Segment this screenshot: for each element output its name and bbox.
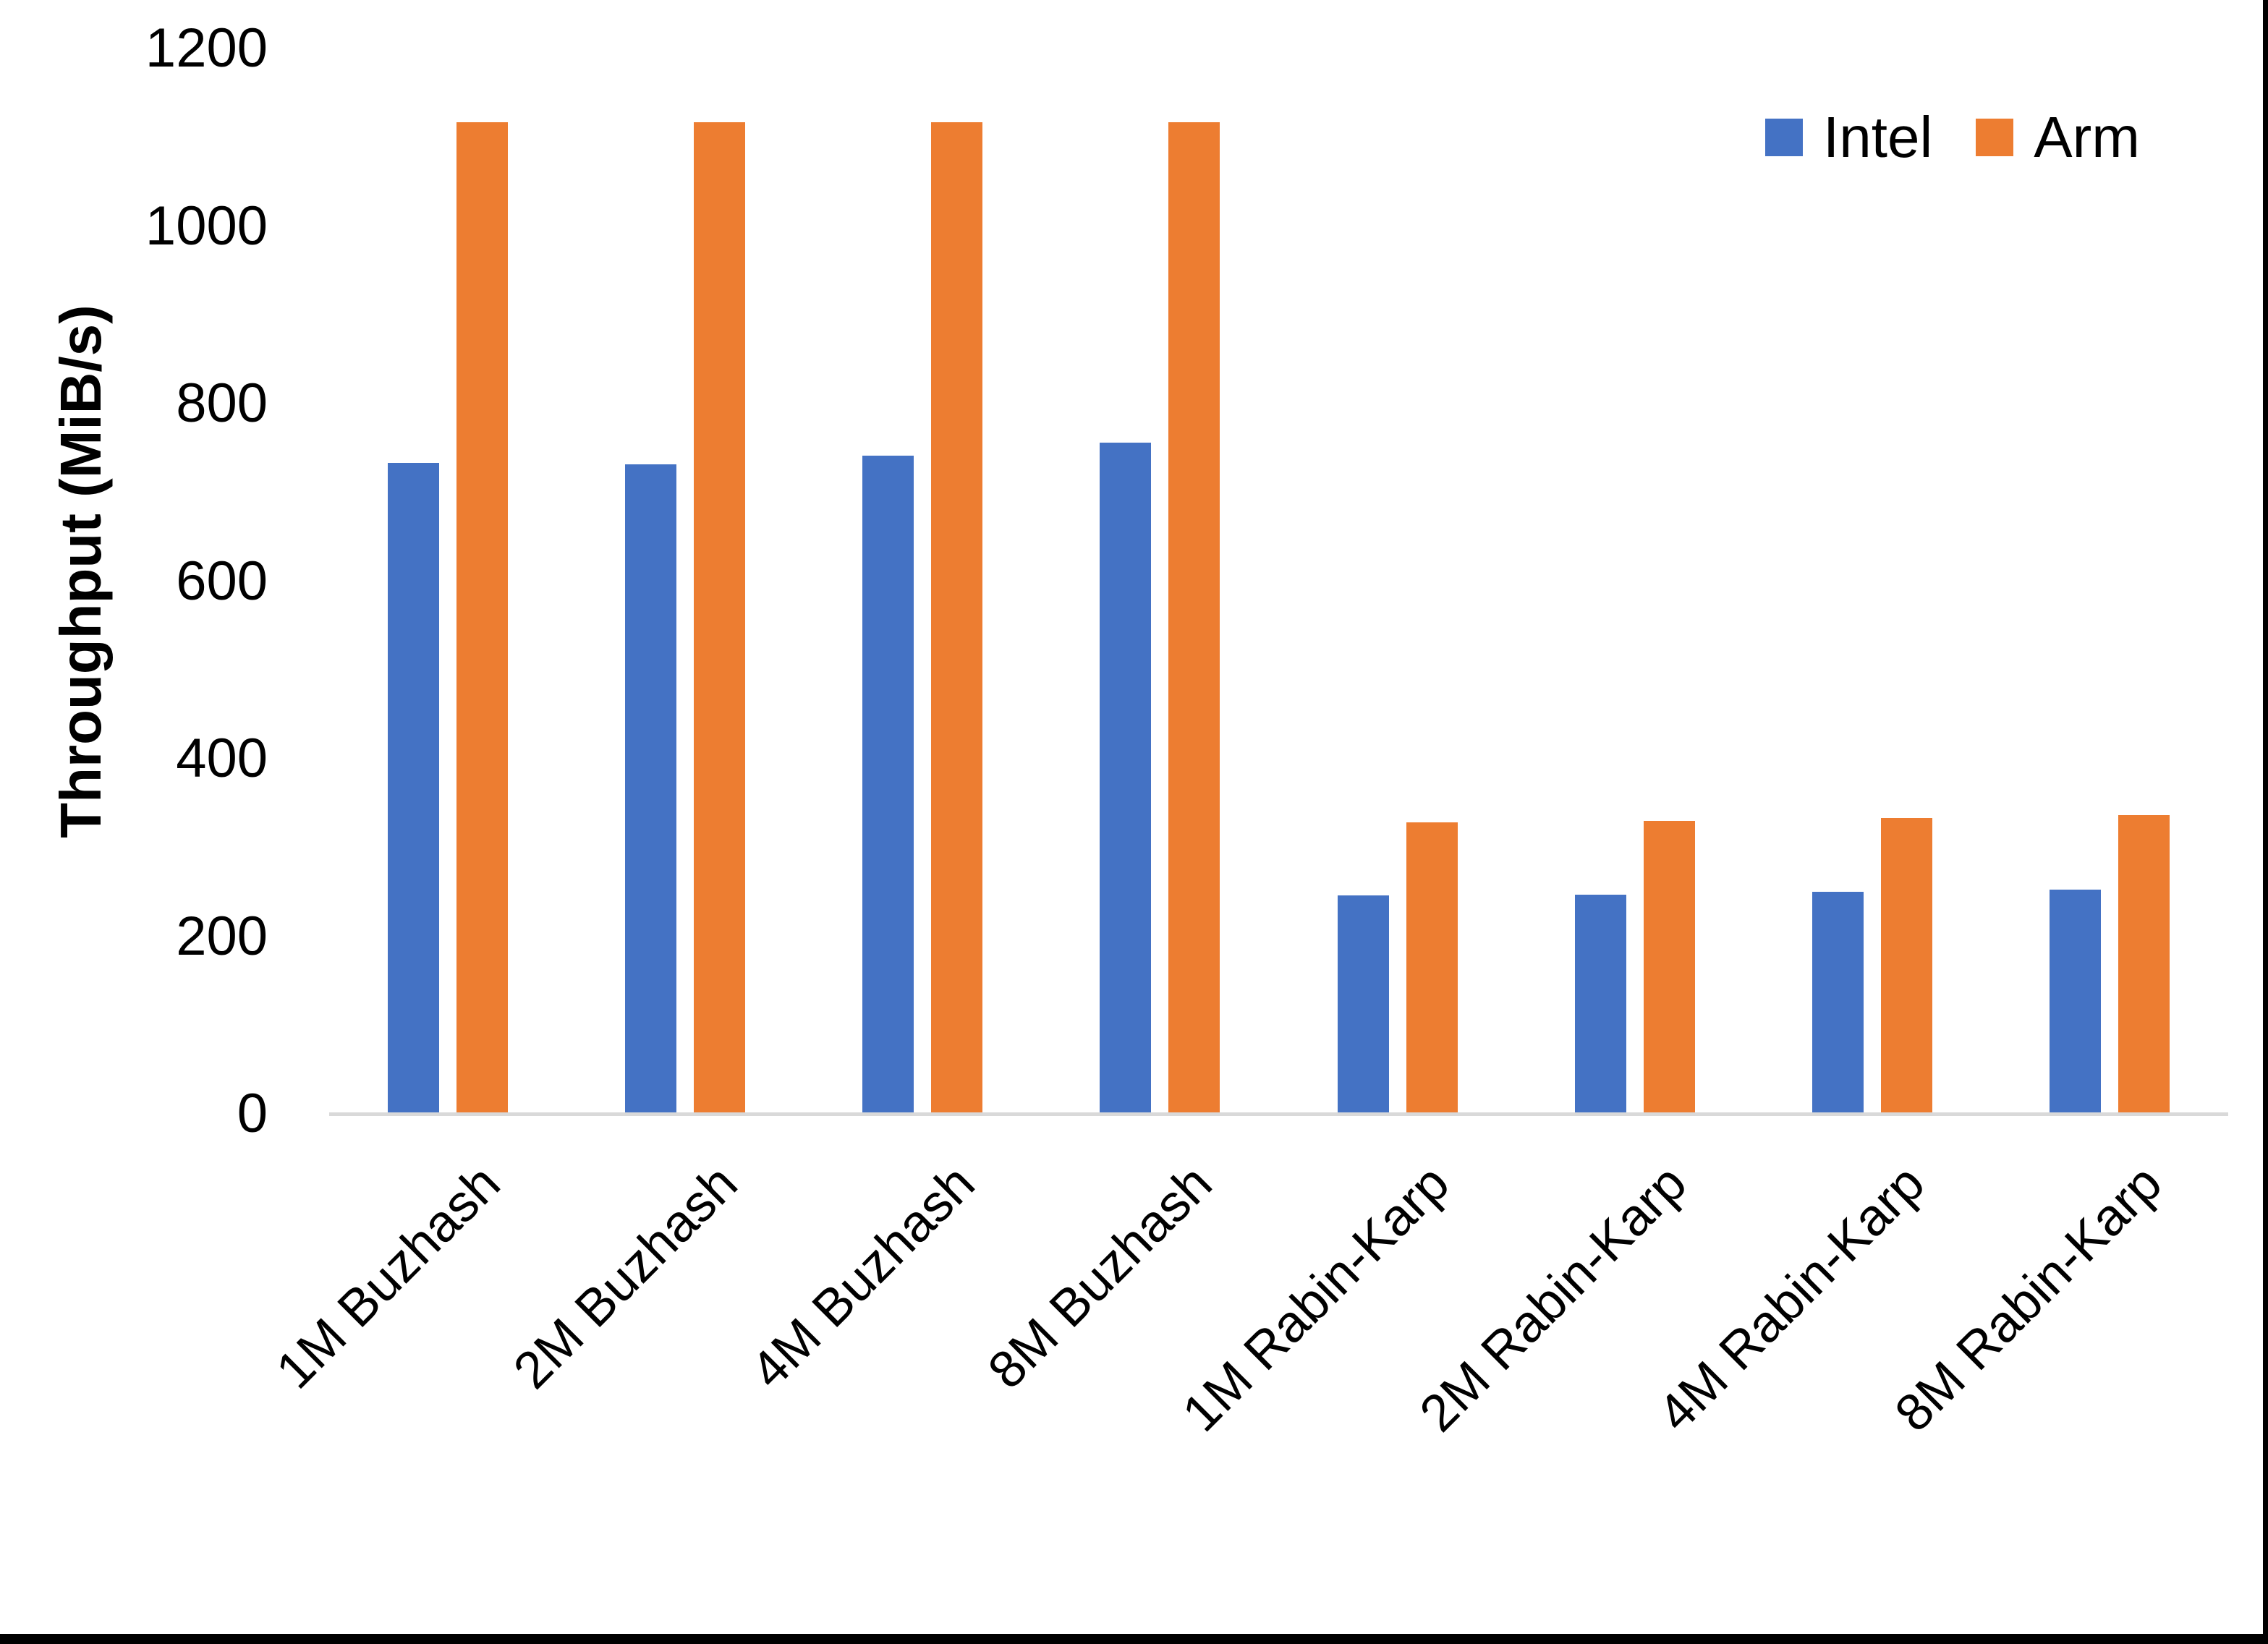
bar-intel-2m-buzhash bbox=[625, 464, 677, 1113]
bar-intel-2m-rabin-karp bbox=[1574, 894, 1626, 1113]
window-border-bottom bbox=[0, 1634, 2268, 1644]
legend-label-intel: Intel bbox=[1823, 105, 1933, 169]
x-category-label: 1M Buzhash bbox=[265, 1154, 511, 1400]
bar-intel-8m-rabin-karp bbox=[2049, 890, 2101, 1113]
bar-intel-1m-buzhash bbox=[388, 463, 440, 1113]
y-tick-label: 0 bbox=[237, 1082, 268, 1144]
x-category-label: 8M Buzhash bbox=[977, 1154, 1223, 1400]
legend-item-arm: Arm bbox=[1976, 108, 2140, 166]
x-axis-line bbox=[329, 1112, 2228, 1116]
arm-swatch-icon bbox=[1976, 119, 2014, 156]
bar-intel-4m-buzhash bbox=[862, 456, 914, 1113]
bar-arm-4m-buzhash bbox=[931, 122, 983, 1113]
y-tick-label: 600 bbox=[176, 550, 268, 612]
y-tick-label: 1200 bbox=[145, 17, 268, 79]
y-tick-label: 200 bbox=[176, 905, 268, 967]
bar-arm-8m-rabin-karp bbox=[2118, 815, 2170, 1113]
bar-intel-8m-buzhash bbox=[1100, 442, 1152, 1113]
intel-swatch-icon bbox=[1765, 119, 1803, 156]
legend-item-intel: Intel bbox=[1765, 108, 1932, 166]
y-tick-label: 400 bbox=[176, 727, 268, 789]
legend-label-arm: Arm bbox=[2034, 105, 2140, 169]
bar-arm-4m-rabin-karp bbox=[1880, 818, 1932, 1113]
bar-arm-2m-rabin-karp bbox=[1643, 820, 1695, 1113]
window-border-right bbox=[2263, 0, 2268, 1644]
x-category-label: 2M Buzhash bbox=[502, 1154, 749, 1400]
y-tick-label: 800 bbox=[176, 372, 268, 434]
bar-arm-8m-buzhash bbox=[1168, 122, 1220, 1113]
bar-arm-1m-rabin-karp bbox=[1406, 822, 1458, 1113]
x-category-label: 4M Buzhash bbox=[740, 1154, 986, 1400]
bar-arm-1m-buzhash bbox=[456, 122, 509, 1113]
y-tick-label: 1000 bbox=[145, 195, 268, 257]
bar-intel-1m-rabin-karp bbox=[1337, 895, 1389, 1113]
bar-intel-4m-rabin-karp bbox=[1812, 891, 1864, 1113]
bar-arm-2m-buzhash bbox=[694, 122, 746, 1113]
legend: Intel Arm bbox=[1765, 108, 2140, 166]
